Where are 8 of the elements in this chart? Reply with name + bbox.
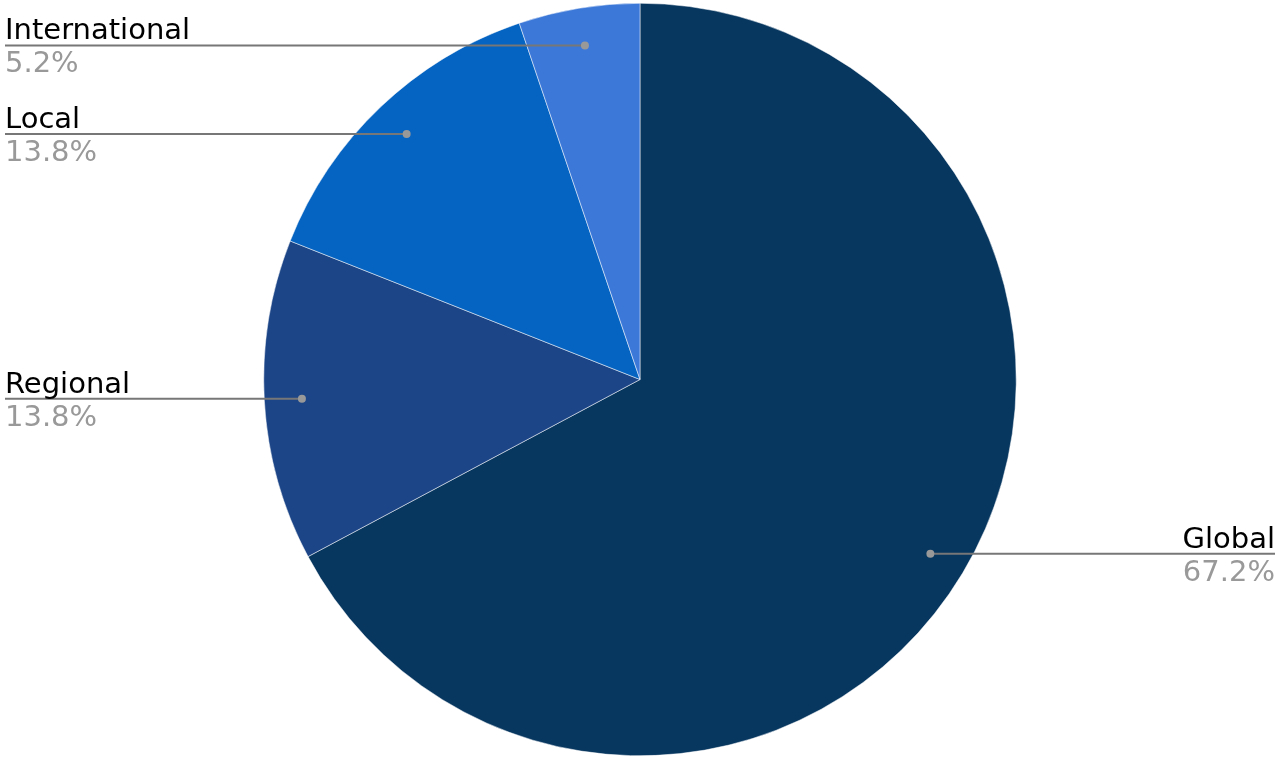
data-label: 13.8% bbox=[5, 398, 98, 433]
slice-label: International bbox=[5, 12, 191, 47]
data-label: 67.2% bbox=[1182, 553, 1275, 588]
data-label: 13.8% bbox=[5, 134, 98, 169]
data-label: 5.2% bbox=[5, 45, 79, 80]
slice-label: Local bbox=[5, 101, 81, 136]
slice-label: Global bbox=[1182, 520, 1275, 555]
slice-label: Regional bbox=[5, 365, 131, 400]
